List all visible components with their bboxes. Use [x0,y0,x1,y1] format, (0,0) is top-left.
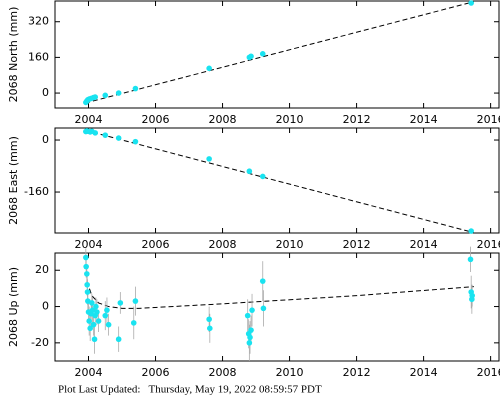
data-point [89,307,96,313]
x-tick-label: 2010 [276,366,304,379]
x-tick-label: 2006 [142,366,170,379]
data-point [87,325,93,332]
data-point [259,278,266,284]
data-point [89,300,95,306]
data-point [246,168,253,175]
x-tick-label: 2008 [209,366,237,379]
x-tick-label: 2004 [75,366,103,379]
data-point [91,336,98,343]
y-tick-label: -20 [31,336,49,349]
data-point [247,334,253,341]
data-point [92,94,99,100]
y-tick-label: 320 [28,15,49,28]
data-point [469,292,475,299]
data-point [83,254,89,261]
x-tick-label: 2014 [410,238,438,251]
panel: 2004 2006 2008 2010 2012 2014 2016 -20 0 20 2068 U… [7,246,500,379]
plot-frame [54,127,500,234]
x-tick-label: 2010 [276,238,304,251]
data-point [132,298,139,304]
data-point [248,327,254,333]
data-point [206,156,212,162]
y-axis-label: 2068 North (mm) [7,7,20,103]
data-point [94,309,100,315]
data-point [84,289,91,295]
data-point [93,303,99,310]
data-point [246,340,253,346]
y-axis-label: 2068 Up (mm) [7,267,20,347]
x-tick-label: 2012 [343,238,371,251]
data-point [207,325,213,332]
data-point [468,0,474,6]
data-point [115,135,122,141]
data-point [132,138,139,145]
trend-line [85,1,474,104]
x-tick-label: 2012 [343,113,371,126]
trend-line [86,280,474,309]
footer: Plot Last Updated: Thursday, May 19, 202… [58,384,322,396]
x-tick-label: 2006 [142,113,170,126]
panel: 2004 2006 2008 2010 2012 2014 2016 -160 0 2068 Ea… [7,127,500,251]
x-tick-label: 2012 [343,366,371,379]
x-tick-label: 2008 [209,238,237,251]
data-point [467,256,474,263]
data-point [102,312,109,319]
x-tick-label: 2010 [276,113,304,126]
plot-frame [54,252,500,362]
data-point [468,228,474,234]
data-point [115,90,122,96]
data-point [130,320,137,326]
y-tick-label: 0 [42,133,49,146]
x-tick-label: 2016 [477,238,500,251]
data-point [102,132,109,138]
x-tick-label: 2004 [75,113,103,126]
data-point [244,312,251,319]
data-point [84,271,90,277]
data-point [259,51,266,57]
data-point [260,305,267,312]
data-point [86,318,92,324]
y-axis-label: 2068 East (mm) [7,136,20,225]
plot-frame [54,0,500,109]
data-point [104,307,110,313]
x-tick-label: 2004 [75,238,103,251]
data-point [248,53,254,60]
data-point [102,92,109,99]
data-point [92,130,99,136]
data-point [249,307,255,313]
x-tick-label: 2014 [410,366,438,379]
data-point [206,65,212,72]
data-point [259,173,266,180]
x-tick-label: 2008 [209,113,237,126]
x-tick-label: 2014 [410,113,438,126]
data-point [117,300,124,306]
trend-line [85,129,474,234]
panel: 2004 2006 2008 2010 2012 2014 2016 0 160 320 2068 … [7,0,500,126]
data-point [105,321,112,328]
data-point [95,318,102,324]
data-point [132,85,139,92]
y-tick-label: -160 [24,185,49,198]
y-tick-label: 20 [35,263,49,276]
data-point [83,263,89,270]
y-tick-label: 0 [42,86,49,99]
data-point [90,321,97,328]
data-point [206,316,212,323]
data-point [115,336,122,343]
y-tick-label: 160 [28,50,49,63]
x-tick-label: 2016 [477,113,500,126]
data-point [84,281,90,288]
y-tick-label: 0 [42,300,49,313]
x-tick-label: 2016 [477,366,500,379]
x-tick-label: 2006 [142,238,170,251]
